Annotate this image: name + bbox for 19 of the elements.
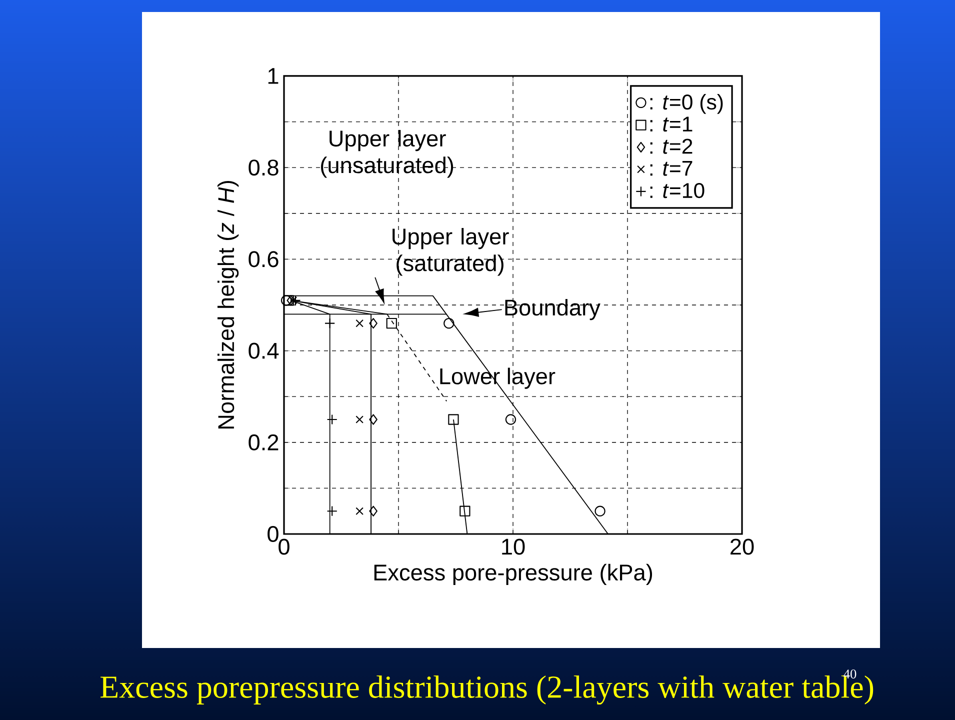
y-tick-label: 1	[268, 68, 278, 84]
y-tick-label: 0.4	[248, 342, 279, 359]
x-axis-title: Excess pore-pressure (kPa)	[374, 564, 652, 586]
y-tick-label: 0.6	[248, 251, 278, 268]
y-tick-label: 0.2	[248, 434, 278, 450]
x-tick-label: 0	[278, 538, 290, 555]
y-tick-label: 0.8	[248, 160, 278, 176]
y-axis-title: Normalized height (z / H)	[218, 181, 239, 428]
annotation: Upper layer (unsaturated)	[321, 130, 454, 178]
legend-label: : t=10	[650, 183, 704, 198]
legend-label: : t=7	[650, 160, 692, 176]
legend-label: : t=0 (s)	[650, 94, 723, 114]
y-tick-label: 0	[268, 526, 278, 542]
annotation: Boundary	[505, 299, 600, 320]
legend-label: : t=2	[650, 138, 692, 154]
x-tick-label: 10	[502, 538, 525, 555]
x-tick-label: 20	[730, 538, 754, 555]
annotation: Upper layer (saturated)	[392, 228, 509, 276]
legend-label: : t=1	[650, 116, 692, 132]
